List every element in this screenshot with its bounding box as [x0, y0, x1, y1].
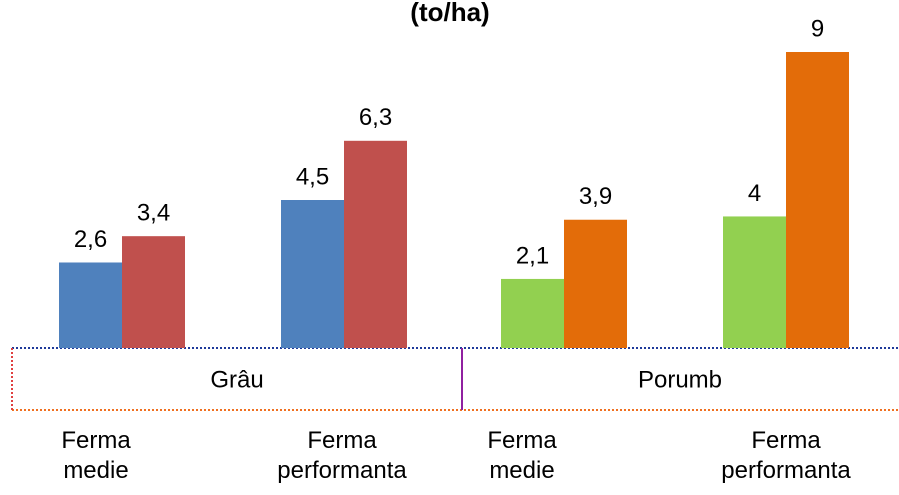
bar [344, 140, 407, 348]
value-label: 9 [811, 15, 824, 42]
x-tick-label: Ferma performanta [721, 427, 851, 484]
bar [564, 219, 627, 348]
group-label: Porumb [638, 366, 722, 393]
bar [501, 278, 564, 348]
bar [786, 52, 849, 348]
value-label: 3,4 [137, 200, 170, 227]
x-tick-label: Ferma medie [61, 427, 131, 484]
bar [122, 236, 185, 348]
group-label: Grâu [210, 366, 263, 393]
chart-title: (to/ha) [410, 0, 489, 27]
value-label: 3,9 [579, 183, 612, 210]
x-tick-label: Ferma medie [487, 427, 557, 484]
value-label: 4 [748, 180, 761, 207]
x-tick-label: Ferma performanta [277, 427, 407, 484]
value-label: 2,6 [74, 226, 107, 253]
value-label: 4,5 [296, 163, 329, 190]
value-label: 6,3 [359, 104, 392, 131]
bar [281, 200, 344, 348]
bar [59, 262, 122, 348]
value-label: 2,1 [516, 242, 549, 269]
bar [723, 216, 786, 348]
